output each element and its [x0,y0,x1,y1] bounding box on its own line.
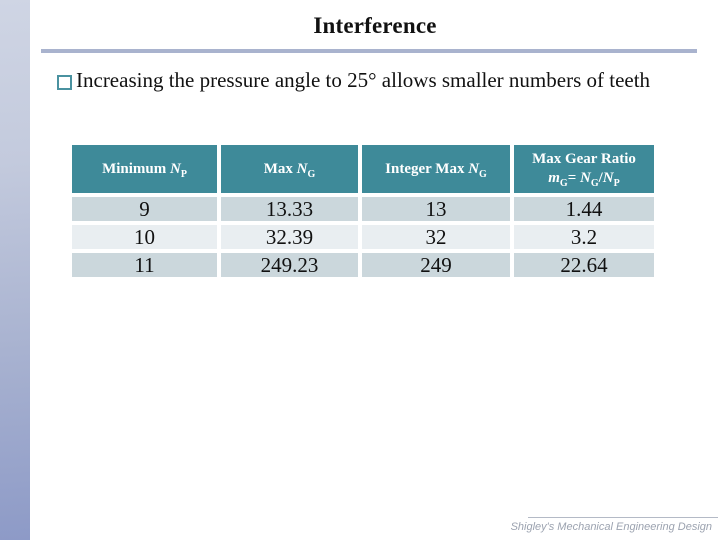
title-divider [41,49,697,53]
table-cell: 249.23 [221,253,358,277]
bullet-item: Increasing the pressure angle to 25° all… [57,66,682,95]
table-header-minimum-np: Minimum NP [72,145,217,193]
table-cell: 13.33 [221,197,358,221]
slide-accent-sidebar [0,0,30,540]
bullet-square-icon [57,75,72,90]
gear-interference-table: Minimum NP Max NG Integer Max NG Max Gea… [72,145,654,277]
table-header-max-gear-ratio: Max Gear Ratio mG= NG/NP [514,145,654,193]
table-cell: 22.64 [514,253,654,277]
page-title: Interference [313,13,437,38]
table-cell: 9 [72,197,217,221]
table-cell: 11 [72,253,217,277]
table-cell: 10 [72,225,217,249]
table-header-integer-max-ng: Integer Max NG [362,145,510,193]
footer-divider [528,517,718,518]
table-cell: 3.2 [514,225,654,249]
table-cell: 32.39 [221,225,358,249]
table-cell: 1.44 [514,197,654,221]
footer-credit: Shigley's Mechanical Engineering Design [510,521,712,533]
bullet-text: Increasing the pressure angle to 25° all… [76,68,651,92]
table-cell: 249 [362,253,510,277]
table-cell: 13 [362,197,510,221]
table-header-max-ng: Max NG [221,145,358,193]
table-cell: 32 [362,225,510,249]
